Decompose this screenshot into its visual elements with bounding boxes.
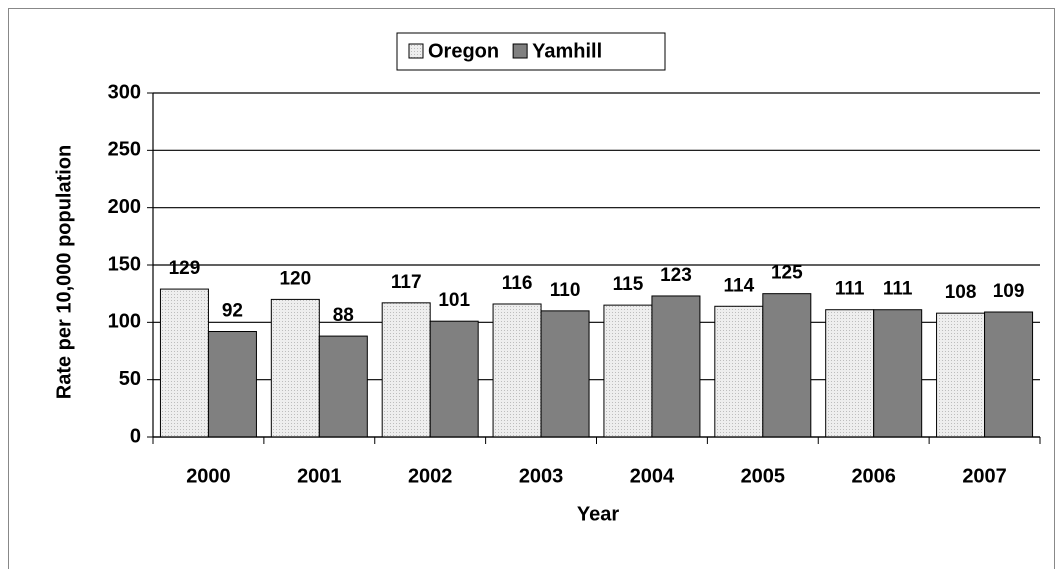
bar: [825, 309, 875, 438]
x-tick-label: 2000: [186, 465, 231, 487]
bar: [492, 303, 542, 438]
y-tick-label: 200: [108, 196, 141, 218]
value-label: 125: [771, 263, 803, 284]
legend-label: Oregon: [428, 40, 499, 62]
y-axis-title: Rate per 10,000 population: [53, 145, 75, 400]
bar: [540, 310, 590, 438]
y-tick-label: 0: [130, 425, 141, 447]
value-label: 123: [660, 265, 692, 286]
y-tick-label: 50: [119, 368, 141, 390]
x-tick-label: 2006: [851, 465, 896, 487]
legend-swatch: [512, 43, 528, 59]
value-label: 129: [169, 258, 201, 279]
y-tick-label: 250: [108, 139, 141, 161]
y-tick-label: 150: [108, 253, 141, 275]
bar: [270, 298, 320, 438]
bar: [207, 331, 257, 438]
bar: [603, 304, 653, 438]
bar: [318, 335, 368, 438]
y-tick-label: 300: [108, 81, 141, 103]
legend-swatch: [408, 43, 424, 59]
value-label: 101: [438, 290, 470, 311]
x-tick-label: 2007: [962, 465, 1007, 487]
y-tick-label: 100: [108, 311, 141, 333]
value-label: 110: [550, 280, 581, 301]
x-tick-label: 2002: [408, 465, 453, 487]
x-tick-label: 2003: [519, 465, 564, 487]
value-label: 88: [333, 305, 354, 326]
value-label: 117: [391, 272, 422, 293]
chart-border: [8, 8, 1055, 569]
value-label: 111: [835, 279, 865, 300]
bar: [714, 305, 764, 438]
x-tick-label: 2005: [741, 465, 786, 487]
value-label: 116: [502, 273, 533, 294]
bar: [762, 293, 812, 438]
bar: [936, 312, 986, 438]
bar: [159, 288, 209, 438]
value-label: 111: [883, 279, 913, 300]
value-label: 115: [613, 274, 644, 295]
value-label: 120: [279, 268, 311, 289]
bar: [984, 311, 1034, 438]
bar: [429, 320, 479, 438]
bar: [873, 309, 923, 438]
value-label: 109: [993, 281, 1025, 302]
x-tick-label: 2004: [630, 465, 675, 487]
legend-label: Yamhill: [532, 40, 602, 62]
bar: [651, 295, 701, 438]
x-axis-title: Year: [577, 503, 619, 525]
bar: [381, 302, 431, 438]
x-tick-label: 2001: [297, 465, 342, 487]
legend-box: [396, 32, 666, 71]
value-label: 92: [222, 301, 243, 322]
value-label: 114: [723, 275, 754, 296]
value-label: 108: [945, 282, 977, 303]
